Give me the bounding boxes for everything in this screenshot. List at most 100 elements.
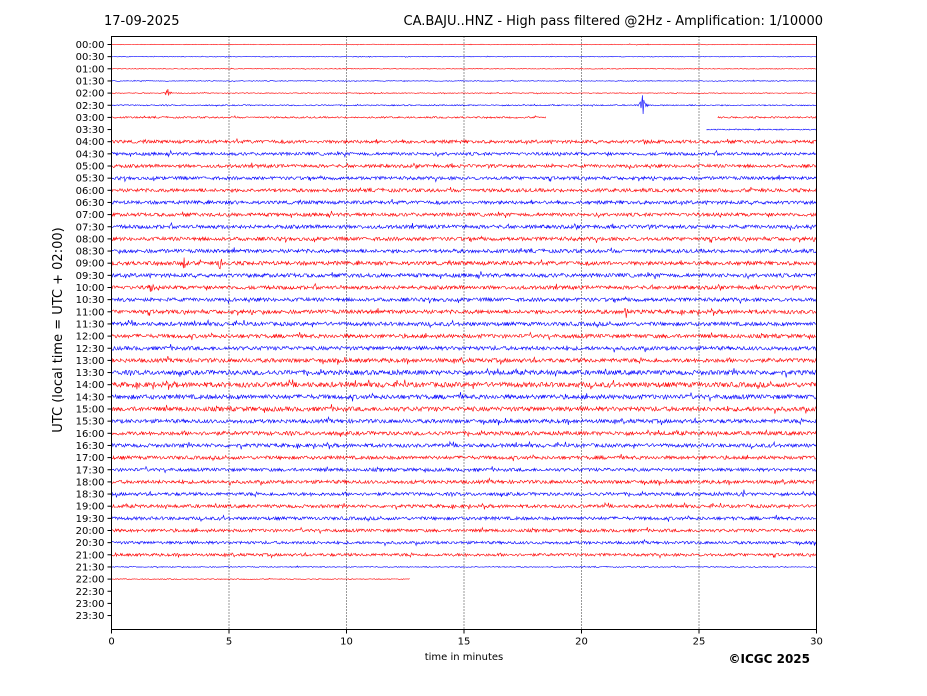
y-tick-label: 08:00: [76, 234, 105, 245]
y-tick-label: 22:30: [76, 587, 105, 598]
y-tick-label: 17:00: [76, 453, 105, 464]
trace-row-0800: [111, 235, 817, 243]
y-tick-label: 07:00: [76, 210, 105, 221]
y-tick-label: 01:00: [76, 64, 105, 75]
y-tick-label: 19:30: [76, 514, 105, 525]
y-tick-label: 14:00: [76, 380, 105, 391]
x-axis-label: time in minutes: [425, 652, 504, 663]
y-tick-label: 17:30: [76, 465, 105, 476]
y-tick-label: 10:30: [76, 295, 105, 306]
y-tick-label: 09:00: [76, 259, 105, 270]
y-tick-label: 20:30: [76, 538, 105, 549]
y-tick-label: 15:00: [76, 405, 105, 416]
trace-row-0230: [111, 95, 817, 115]
y-tick-label: 22:00: [76, 575, 105, 586]
y-tick-label: 18:00: [76, 477, 105, 488]
y-tick-label: 06:00: [76, 186, 105, 197]
trace-row-1830: [111, 489, 817, 498]
trace-row-0930: [111, 271, 817, 280]
trace-row-1930: [111, 514, 817, 523]
trace-row-0200: [111, 88, 817, 96]
trace-row-0000: [111, 43, 817, 46]
x-tick-labels: 0 5 10 15 20 25 30: [108, 629, 823, 648]
y-tick-label: 10:00: [76, 283, 105, 294]
trace-row-0830: [111, 247, 817, 255]
trace-row-1500: [111, 404, 817, 414]
x-tick-label: 25: [693, 637, 706, 648]
y-tick-label: 03:00: [76, 113, 105, 124]
y-tick-label: 20:00: [76, 526, 105, 537]
trace-row-0100: [111, 67, 817, 70]
y-tick-label: 18:30: [76, 490, 105, 501]
trace-row-0530: [111, 174, 817, 183]
trace-row-0700: [111, 210, 817, 219]
trace-row-1300: [111, 356, 817, 365]
trace-row-0300: [717, 115, 817, 119]
trace-row-0630: [111, 199, 817, 206]
y-tick-label: 13:30: [76, 368, 105, 379]
y-tick-label: 13:00: [76, 356, 105, 367]
trace-row-0130: [111, 79, 817, 83]
trace-row-1130: [111, 319, 817, 329]
trace-row-0300: [111, 115, 547, 120]
trace-row-0500: [111, 162, 817, 170]
chart-title: CA.BAJU..HNZ - High pass filtered @2Hz -…: [404, 14, 824, 29]
trace-row-2200: [111, 577, 410, 581]
y-tick-label: 09:30: [76, 271, 105, 282]
x-tick-label: 15: [458, 637, 471, 648]
y-tick-label: 14:30: [76, 392, 105, 403]
y-tick-label: 04:00: [76, 137, 105, 148]
y-tick-label: 00:30: [76, 52, 105, 63]
trace-row-0600: [111, 186, 817, 194]
trace-row-1230: [111, 344, 817, 353]
y-tick-label: 02:00: [76, 89, 105, 100]
trace-row-1330: [111, 367, 817, 378]
trace-row-1600: [111, 429, 817, 438]
y-tick-label: 07:30: [76, 222, 105, 233]
y-tick-label: 12:30: [76, 344, 105, 355]
y-tick-label: 04:30: [76, 149, 105, 160]
y-tick-label: 05:30: [76, 174, 105, 185]
chart-date: 17-09-2025: [104, 14, 180, 29]
trace-row-1800: [111, 477, 817, 486]
trace-row-1630: [111, 440, 817, 450]
y-tick-label: 23:00: [76, 599, 105, 610]
y-tick-label: 03:30: [76, 125, 105, 136]
y-tick-label: 11:30: [76, 319, 105, 330]
trace-row-2130: [111, 565, 817, 569]
trace-rows: [111, 43, 817, 581]
y-tick-label: 21:00: [76, 550, 105, 561]
trace-row-1730: [111, 465, 817, 474]
y-tick-label: 21:30: [76, 562, 105, 573]
x-tick-label: 10: [340, 637, 353, 648]
x-tick-label: 0: [108, 637, 114, 648]
trace-row-2100: [111, 551, 817, 559]
y-tick-label: 15:30: [76, 417, 105, 428]
y-tick-label: 23:30: [76, 611, 105, 622]
trace-row-1030: [111, 296, 817, 304]
x-tick-label: 5: [226, 637, 232, 648]
x-tick-label: 30: [810, 637, 823, 648]
y-tick-label: 16:00: [76, 429, 105, 440]
y-tick-label: 16:30: [76, 441, 105, 452]
copyright-label: ©ICGC 2025: [728, 652, 810, 666]
trace-row-1400: [111, 379, 817, 390]
trace-row-1900: [111, 501, 817, 510]
trace-row-0900: [111, 257, 817, 270]
trace-row-1200: [111, 331, 817, 341]
trace-row-0330: [706, 128, 817, 131]
trace-row-1430: [111, 392, 817, 402]
y-tick-label: 01:30: [76, 76, 105, 87]
y-tick-label: 05:00: [76, 162, 105, 173]
trace-row-0430: [111, 149, 817, 158]
trace-row-1100: [111, 307, 817, 318]
trace-row-1000: [111, 282, 817, 292]
y-axis-label: UTC (local time = UTC + 02:00): [51, 227, 66, 432]
y-tick-label: 11:00: [76, 307, 105, 318]
x-tick-label: 20: [575, 637, 588, 648]
y-tick-label: 19:00: [76, 502, 105, 513]
trace-row-1700: [111, 453, 817, 462]
y-tick-label: 02:30: [76, 101, 105, 112]
